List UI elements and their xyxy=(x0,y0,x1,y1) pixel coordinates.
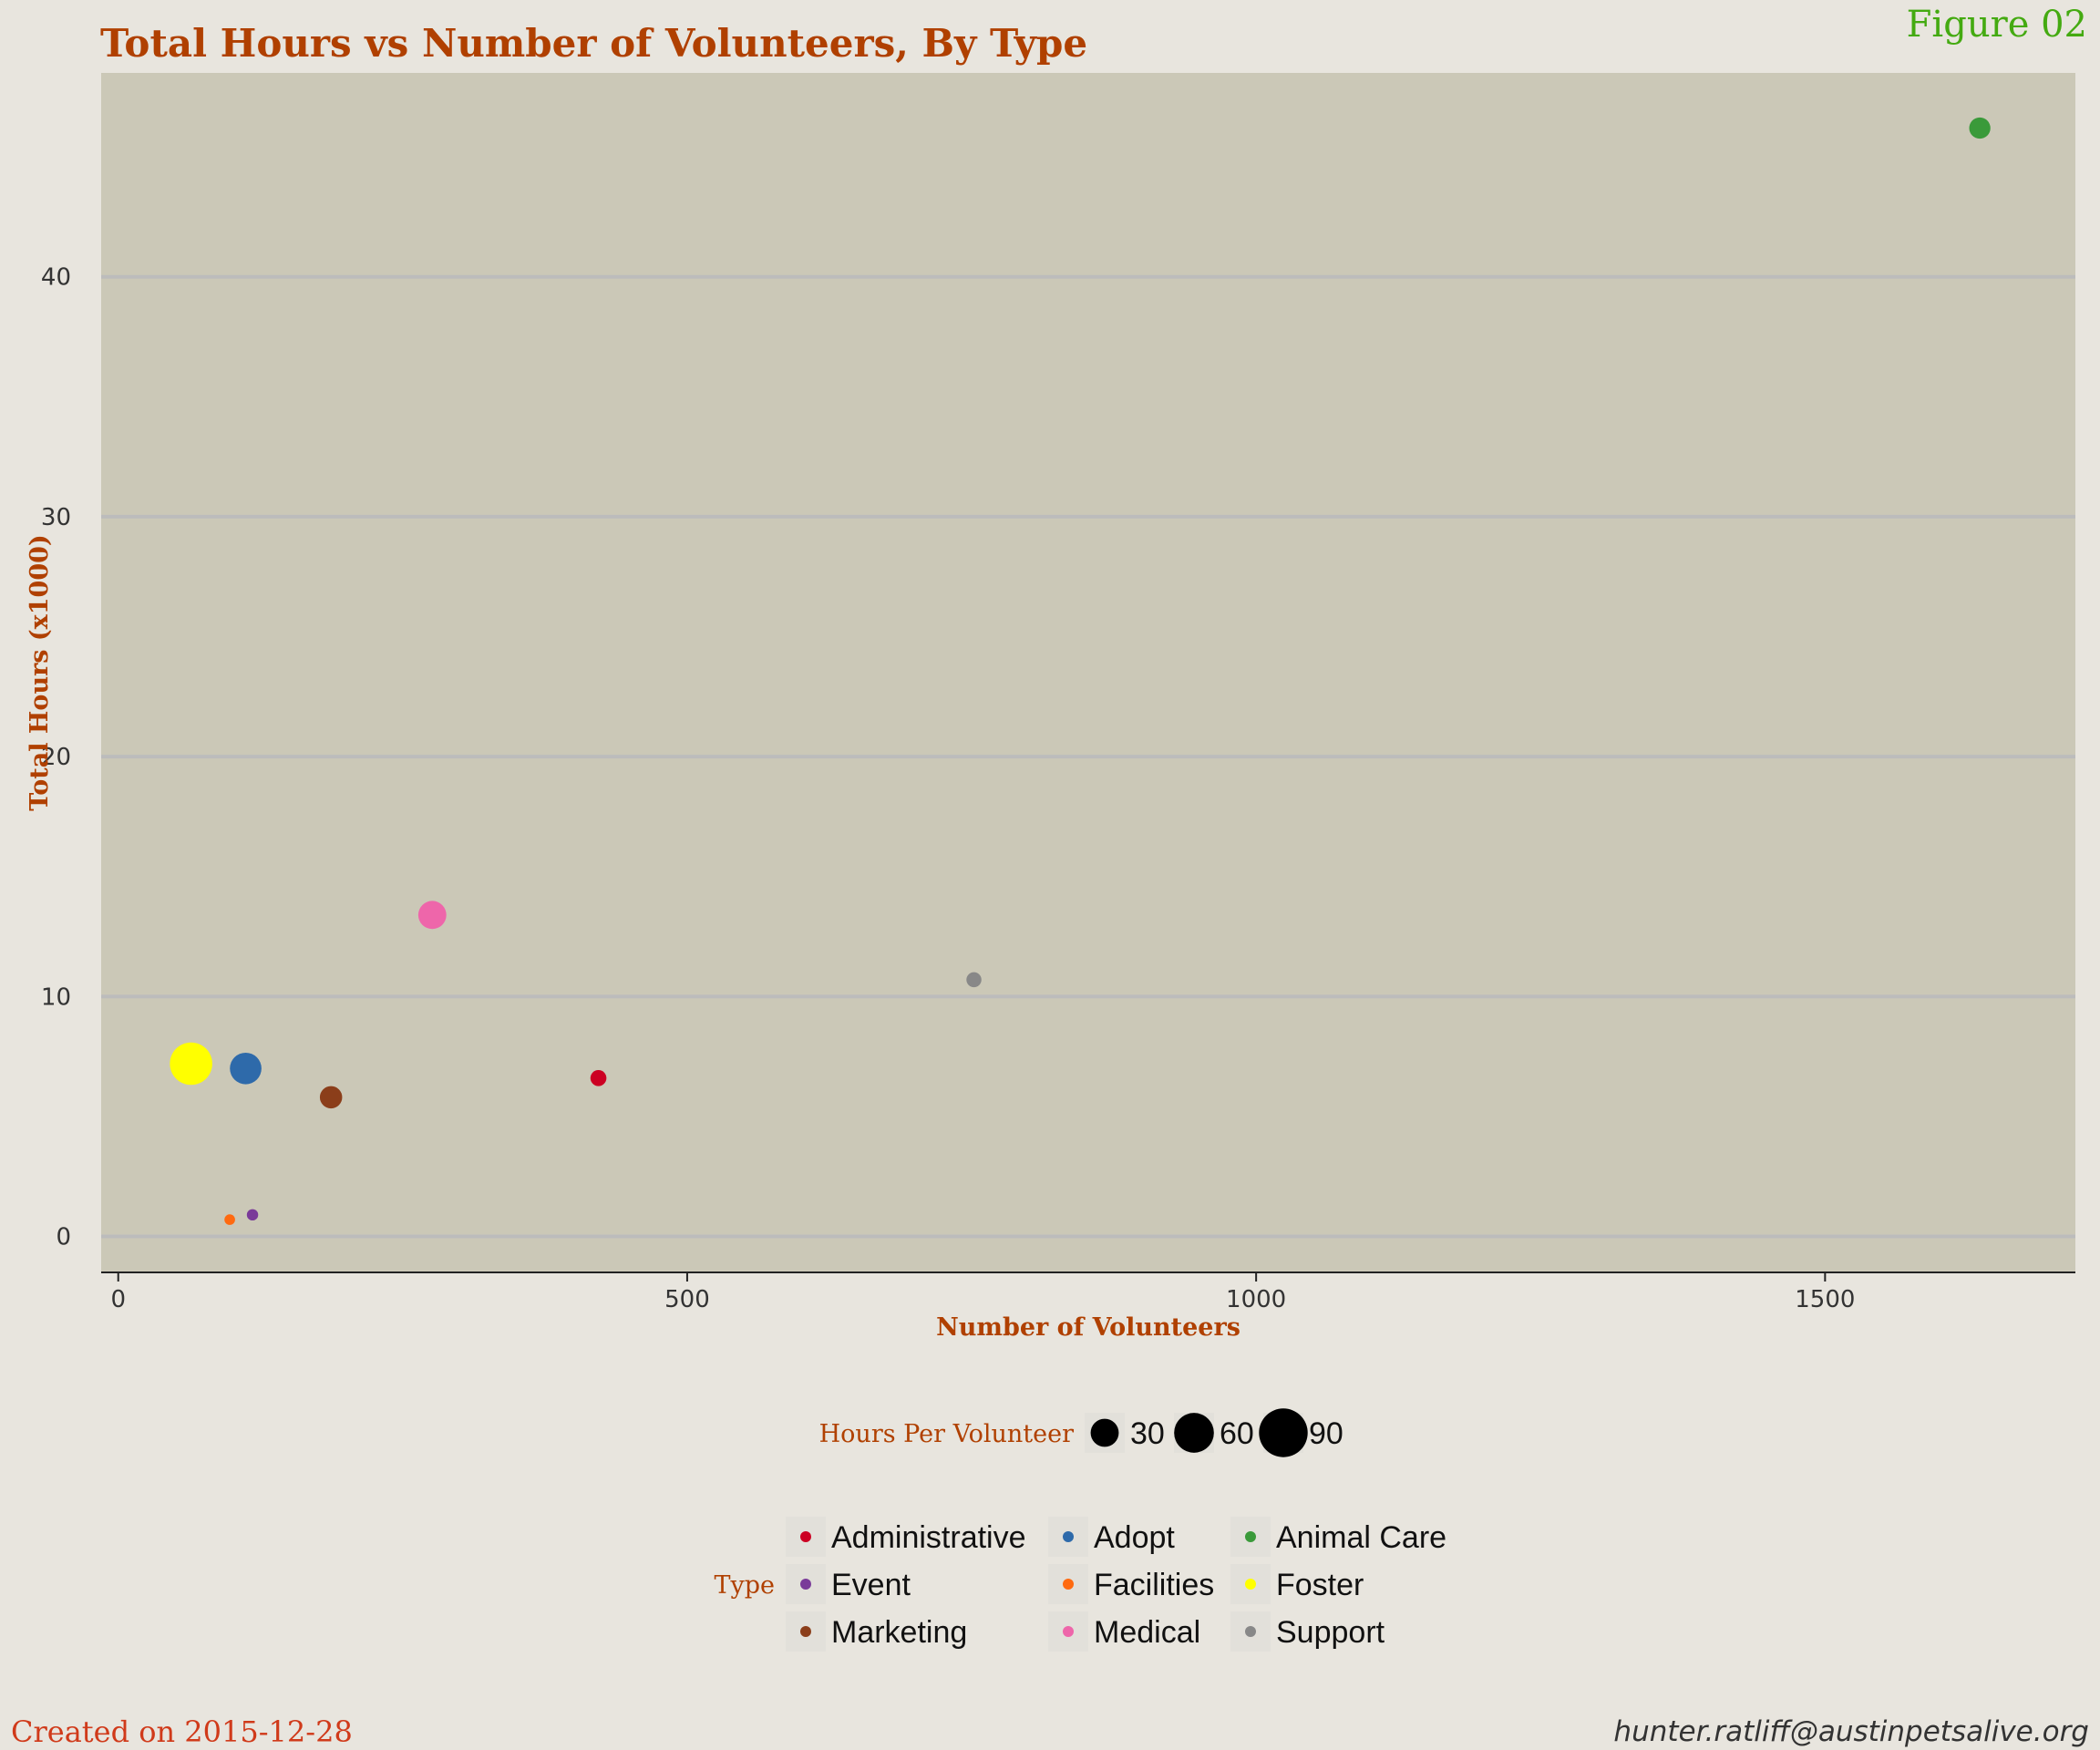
x-axis-title: Number of Volunteers xyxy=(936,1313,1240,1342)
size-legend-label: 60 xyxy=(1220,1416,1254,1451)
legend-label-animal-care: Animal Care xyxy=(1276,1520,1446,1555)
legend-label-facilities: Facilities xyxy=(1094,1568,1214,1602)
size-legend-label: 30 xyxy=(1130,1416,1165,1451)
y-axis-title: Total Hours (x1000) xyxy=(26,534,54,810)
point-administrative xyxy=(590,1070,607,1086)
legend-swatch-administrative xyxy=(800,1531,811,1542)
point-foster xyxy=(170,1042,212,1086)
y-tick-label: 0 xyxy=(56,1224,71,1251)
created-date: Created on 2015-12-28 xyxy=(11,1714,353,1749)
point-medical xyxy=(417,901,447,930)
x-tick-label: 500 xyxy=(664,1286,710,1313)
size-legend-label: 90 xyxy=(1309,1416,1343,1451)
data-points xyxy=(170,117,1991,1225)
legend-swatch-animal-care xyxy=(1245,1531,1256,1542)
point-event xyxy=(246,1209,259,1221)
gridlines xyxy=(101,274,2075,1239)
legend-swatch-medical xyxy=(1063,1626,1074,1637)
legend-label-medical: Medical xyxy=(1094,1615,1200,1650)
x-tick-label: 1000 xyxy=(1226,1286,1286,1313)
legend-label-foster: Foster xyxy=(1276,1568,1364,1602)
point-animal-care xyxy=(1969,117,1991,139)
legend-label-adopt: Adopt xyxy=(1094,1520,1175,1555)
y-tick-label: 30 xyxy=(41,504,71,531)
point-facilities xyxy=(224,1214,235,1225)
legend-label-event: Event xyxy=(831,1568,911,1602)
size-legend: Hours Per Volunteer 30 60 90 xyxy=(819,1408,1343,1457)
point-support xyxy=(966,972,982,988)
color-legend-title: Type xyxy=(714,1571,775,1600)
size-legend-dot xyxy=(1174,1413,1214,1453)
color-legend: Type Administrative Adopt Animal Care Event… xyxy=(714,1517,1446,1652)
size-legend-dot xyxy=(1259,1408,1308,1457)
x-tick-label: 0 xyxy=(110,1286,126,1313)
size-legend-title: Hours Per Volunteer xyxy=(819,1420,1074,1448)
y-tick-label: 40 xyxy=(41,264,71,292)
point-marketing xyxy=(319,1086,343,1109)
legend-swatch-event xyxy=(800,1579,811,1590)
legend-swatch-adopt xyxy=(1063,1531,1074,1542)
size-legend-dot xyxy=(1090,1418,1119,1447)
y-axis-ticks: 0 10 20 30 40 xyxy=(41,264,71,1251)
legend-label-support: Support xyxy=(1276,1615,1385,1650)
plot-area xyxy=(101,73,2075,1272)
y-tick-label: 10 xyxy=(41,983,71,1011)
legend-label-marketing: Marketing xyxy=(831,1615,967,1650)
legend-swatch-facilities xyxy=(1063,1579,1074,1590)
point-adopt xyxy=(230,1052,262,1085)
chart-title: Total Hours vs Number of Volunteers, By … xyxy=(100,21,1087,66)
legend-label-administrative: Administrative xyxy=(831,1520,1026,1555)
x-tick-label: 1500 xyxy=(1795,1286,1855,1313)
legend-swatch-support xyxy=(1245,1626,1256,1637)
figure-label: Figure 02 xyxy=(1907,4,2087,46)
y-tick-label: 20 xyxy=(41,744,71,771)
legend-swatch-marketing xyxy=(800,1626,811,1637)
x-axis-ticks: 0 500 1000 1500 xyxy=(110,1272,1855,1313)
author-email: hunter.ratliff@austinpetsalive.org xyxy=(1613,1715,2089,1748)
legend-swatch-foster xyxy=(1245,1579,1256,1590)
